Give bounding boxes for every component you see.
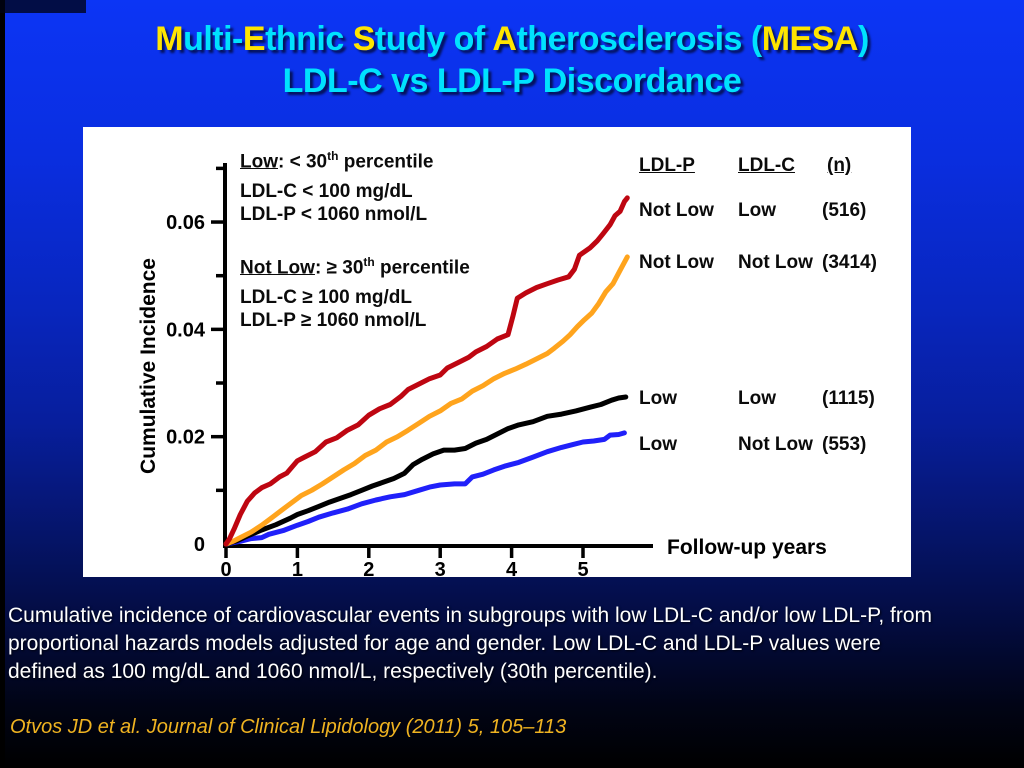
legend-notlow-sup: th <box>363 255 375 269</box>
slide-top-left-shadow <box>0 0 86 13</box>
slide-title-line2: LDL-C vs LDL-P Discordance <box>0 60 1024 102</box>
legend-low-tail: percentile <box>338 151 434 173</box>
groups-table-header: LDL-P LDL-C (n) <box>639 155 899 177</box>
y-tick-label: 0.02 <box>166 427 205 449</box>
legend-notlow-term: Not Low <box>240 257 315 279</box>
legend-low-definition: Low: < 30th percentile LDL-C < 100 mg/dL… <box>240 145 434 226</box>
legend-notlow-tail: percentile <box>374 257 470 279</box>
row0-n: (516) <box>822 200 867 221</box>
x-axis-title: Follow-up years <box>667 536 827 559</box>
legend-low-term: Low <box>240 151 278 173</box>
row2-ldl-p: Low <box>639 388 677 409</box>
chart-panel: 0 0.02 0.04 0.06 0 1 2 3 4 5 Follow-up years Cumul… <box>83 127 911 577</box>
slide-left-edge <box>0 0 5 768</box>
legend-notlow-ldlp: LDL-P ≥ 1060 nmol/L <box>240 310 427 332</box>
x-tick-label: 4 <box>506 559 518 577</box>
y-axis-title: Cumulative Incidence <box>137 258 160 474</box>
cumulative-incidence-plot: 0 0.02 0.04 0.06 0 1 2 3 4 5 Follow-up years <box>166 163 827 577</box>
slide-title: Multi-Ethnic Study of Atherosclerosis (M… <box>0 18 1024 102</box>
legend-notlow-ldlc: LDL-C ≥ 100 mg/dL <box>240 287 412 309</box>
slide-caption: Cumulative incidence of cardiovascular e… <box>8 602 1024 686</box>
title-segment: thnic <box>265 20 353 58</box>
row2-ldl-c: Low <box>738 388 776 409</box>
table-row: Low Low (1115) <box>639 388 899 410</box>
table-row: Not Low Not Low (3414) <box>639 252 899 274</box>
row3-n: (553) <box>822 434 867 455</box>
x-tick-label: 5 <box>577 559 588 577</box>
title-segment: S <box>352 20 376 58</box>
caption-line-2: proportional hazards models adjusted for… <box>8 632 881 655</box>
row1-ldl-c: Not Low <box>738 252 813 273</box>
header-ldl-p: LDL-P <box>639 155 695 176</box>
y-tick-label: 0 <box>194 534 205 556</box>
title-segment: tudy of <box>374 20 493 58</box>
x-tick-label: 1 <box>292 559 303 577</box>
title-segment: E <box>242 20 266 58</box>
header-n: (n) <box>827 155 852 176</box>
row1-ldl-p: Not Low <box>639 252 714 273</box>
y-tick-label: 0.04 <box>166 319 206 341</box>
legend-notlow-title: Not Low: ≥ 30th percentile <box>240 251 470 279</box>
legend-notlow-definition: Not Low: ≥ 30th percentile LDL-C ≥ 100 m… <box>240 251 470 332</box>
series-ldlp-notlow-ldlc-notlow <box>223 254 630 547</box>
title-segment: M <box>155 20 184 58</box>
title-segment: ) <box>857 20 869 58</box>
title-segment: therosclerosis ( <box>516 20 762 58</box>
legend-low-title: Low: < 30th percentile <box>240 145 434 173</box>
x-tick-label: 0 <box>220 559 231 577</box>
row2-n: (1115) <box>822 388 875 409</box>
legend-low-mid: : < 30 <box>278 151 328 173</box>
legend-notlow-mid: : ≥ 30 <box>314 257 364 279</box>
y-tick-label: 0.06 <box>166 212 205 234</box>
row1-n: (3414) <box>822 252 877 273</box>
series-ldlp-low-ldlc-low <box>223 394 629 547</box>
title-segment: A <box>492 20 517 58</box>
series-ldlp-notlow-ldlc-low <box>223 195 630 547</box>
header-ldl-c: LDL-C <box>738 155 795 176</box>
row0-ldl-p: Not Low <box>639 200 714 221</box>
row3-ldl-p: Low <box>639 434 677 455</box>
legend-low-ldlp: LDL-P < 1060 nmol/L <box>240 204 428 226</box>
series-ldlp-low-ldlc-notlow <box>223 430 627 547</box>
caption-line-1: Cumulative incidence of cardiovascular e… <box>8 604 933 627</box>
citation: Otvos JD et al. Journal of Clinical Lipi… <box>10 716 567 738</box>
legend-low-ldlc: LDL-C < 100 mg/dL <box>240 181 413 203</box>
table-row: Not Low Low (516) <box>639 200 899 222</box>
x-tick-label: 2 <box>363 559 374 577</box>
title-segment: ulti- <box>183 20 243 58</box>
slide-title-line1: Multi-Ethnic Study of Atherosclerosis (M… <box>0 18 1024 60</box>
row0-ldl-c: Low <box>738 200 776 221</box>
title-line2-text: LDL-C vs LDL-P Discordance <box>282 62 742 100</box>
table-row: Low Not Low (553) <box>639 434 899 456</box>
row3-ldl-c: Not Low <box>738 434 813 455</box>
caption-line-3: defined as 100 mg/dL and 1060 nmol/L, re… <box>8 660 658 683</box>
legend-low-sup: th <box>327 149 339 163</box>
x-tick-label: 3 <box>435 559 446 577</box>
title-segment: MESA <box>761 20 859 58</box>
